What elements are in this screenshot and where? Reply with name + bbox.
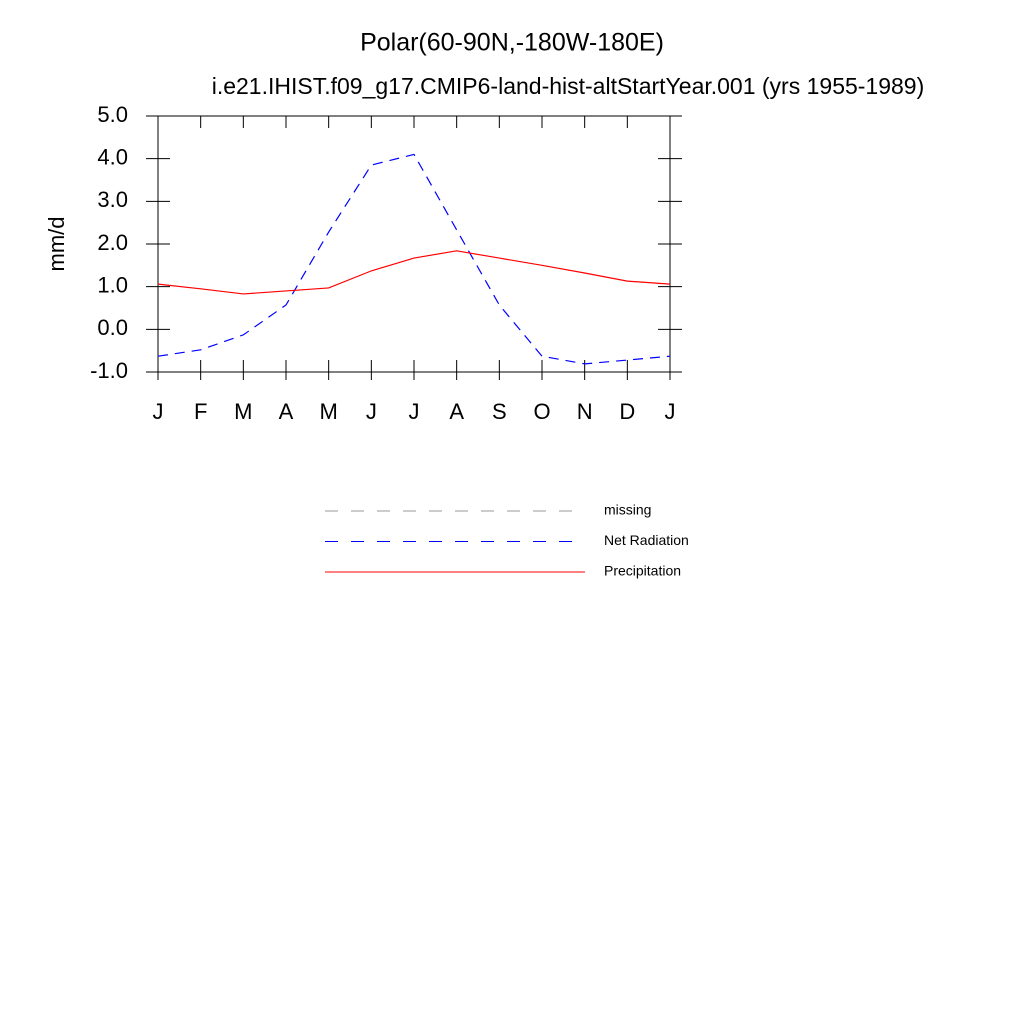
y-tick-label: 1.0 (97, 272, 128, 297)
y-tick-label: 4.0 (97, 144, 128, 169)
legend-label: missing (604, 502, 651, 518)
y-tick-label: 2.0 (97, 230, 128, 255)
legend-label: Precipitation (604, 563, 681, 579)
x-tick-label: D (619, 399, 635, 424)
x-tick-label: A (279, 399, 294, 424)
x-tick-label: M (234, 399, 252, 424)
y-axis-label: mm/d (44, 217, 69, 272)
series-line (157, 250, 671, 295)
chart-title: Polar(60-90N,-180W-180E) (360, 29, 664, 57)
x-tick-label: J (366, 399, 377, 424)
x-tick-label: S (492, 399, 507, 424)
series-line (157, 153, 671, 365)
x-tick-label: J (409, 399, 420, 424)
x-tick-label: M (320, 399, 338, 424)
x-tick-label: A (449, 399, 464, 424)
x-tick-label: J (153, 399, 164, 424)
legend-label: Net Radiation (604, 532, 689, 548)
x-tick-label: N (577, 399, 593, 424)
y-tick-label: 3.0 (97, 187, 128, 212)
x-tick-label: O (533, 399, 550, 424)
x-tick-label: F (194, 399, 207, 424)
y-tick-label: 0.0 (97, 315, 128, 340)
chart-subtitle: i.e21.IHIST.f09_g17.CMIP6-land-hist-altS… (212, 73, 925, 99)
x-tick-label: J (665, 399, 676, 424)
y-tick-label: 5.0 (97, 102, 128, 127)
y-tick-label: -1.0 (90, 358, 128, 383)
